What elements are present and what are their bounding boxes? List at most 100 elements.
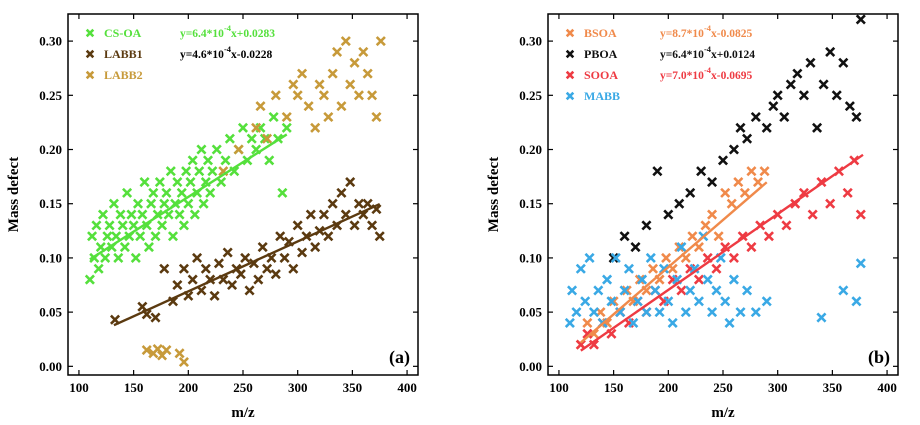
x-tick-label: 350 bbox=[343, 380, 363, 395]
point-labb1 bbox=[213, 258, 224, 269]
y-tick-label: 0.30 bbox=[519, 34, 542, 49]
point-labb2 bbox=[161, 345, 172, 356]
point-labb1 bbox=[257, 242, 268, 253]
point-bsoa bbox=[752, 176, 764, 188]
point-labb1 bbox=[266, 252, 277, 263]
point-mabb bbox=[593, 285, 604, 296]
point-cs-oa bbox=[108, 198, 119, 209]
point-labb1 bbox=[172, 279, 183, 291]
point-labb2 bbox=[262, 133, 273, 144]
legend-label: PBOA bbox=[584, 47, 618, 61]
point-labb2 bbox=[270, 90, 281, 101]
legend-marker bbox=[85, 28, 95, 38]
point-cs-oa bbox=[135, 231, 146, 242]
point-sooa bbox=[807, 209, 818, 220]
point-labb2 bbox=[310, 122, 321, 133]
point-sooa bbox=[763, 231, 774, 242]
point-pboa bbox=[728, 144, 739, 155]
point-pboa bbox=[717, 155, 729, 166]
y-tick-label: 0.00 bbox=[519, 359, 542, 374]
point-mabb bbox=[567, 285, 578, 296]
point-labb1 bbox=[196, 285, 207, 296]
point-labb1 bbox=[187, 274, 198, 285]
point-labb1 bbox=[244, 285, 255, 296]
point-cs-oa bbox=[176, 187, 187, 198]
point-sooa bbox=[711, 263, 722, 274]
point-mabb bbox=[602, 274, 613, 285]
point-pboa bbox=[812, 122, 823, 133]
point-labb2 bbox=[141, 345, 152, 356]
y-tick-label: 0.25 bbox=[39, 88, 62, 103]
point-cs-oa bbox=[84, 274, 95, 285]
point-labb2 bbox=[297, 68, 308, 79]
point-mabb bbox=[580, 296, 591, 307]
panel-a: 100 150 200 250 300 350 400 0.00 0.05 0.10 0.15 0.2… bbox=[6, 13, 419, 421]
legend-marker bbox=[85, 70, 95, 80]
point-mabb bbox=[720, 296, 731, 307]
point-labb2 bbox=[314, 79, 325, 90]
fit-line-cs-oa bbox=[89, 133, 288, 261]
legend: CS-OA y=6.4*10-4x+0.0283 LABB1 y=4.6*10-4x-… bbox=[85, 23, 275, 82]
fit-line-bsoa bbox=[580, 181, 768, 344]
point-labb1 bbox=[336, 187, 347, 198]
point-pboa bbox=[818, 79, 829, 90]
point-cs-oa bbox=[220, 155, 231, 166]
point-labb1 bbox=[178, 263, 189, 274]
y-tick-label: 0.00 bbox=[39, 359, 62, 374]
y-tick-label: 0.15 bbox=[519, 196, 542, 211]
point-cs-oa bbox=[102, 231, 113, 242]
point-mabb bbox=[654, 307, 665, 318]
point-cs-oa bbox=[281, 122, 292, 133]
point-mabb bbox=[663, 296, 674, 307]
point-bsoa bbox=[733, 176, 744, 188]
point-bsoa bbox=[582, 317, 593, 329]
point-mabb bbox=[637, 274, 648, 285]
point-labb2 bbox=[174, 348, 185, 359]
point-labb1 bbox=[235, 269, 246, 280]
point-cs-oa bbox=[264, 155, 275, 166]
point-cs-oa bbox=[207, 166, 218, 177]
point-labb2 bbox=[375, 36, 386, 47]
point-pboa bbox=[805, 57, 816, 68]
y-axis-title: Mass defect bbox=[6, 157, 22, 232]
point-labb2 bbox=[288, 79, 299, 90]
y-tick-label: 0.05 bbox=[39, 305, 62, 320]
x-tick-label: 250 bbox=[233, 380, 253, 395]
point-pboa bbox=[707, 176, 718, 188]
fit-line-labb1 bbox=[113, 202, 381, 327]
point-pboa bbox=[785, 79, 796, 90]
point-pboa bbox=[630, 242, 641, 253]
point-bsoa bbox=[726, 198, 737, 209]
point-bsoa bbox=[700, 220, 711, 231]
legend-marker bbox=[85, 49, 95, 59]
y-tick-label: 0.25 bbox=[519, 88, 542, 103]
legend-equation: y=8.7*10-4x-0.0825 bbox=[660, 23, 752, 40]
point-mabb bbox=[728, 274, 739, 285]
point-labb1 bbox=[109, 314, 121, 325]
point-mabb bbox=[680, 307, 691, 318]
point-sooa bbox=[842, 187, 853, 198]
point-cs-oa bbox=[161, 187, 172, 198]
point-pboa bbox=[735, 122, 746, 133]
point-labb1 bbox=[227, 279, 238, 291]
legend-equation: y=7.0*10-4x-0.0695 bbox=[660, 65, 752, 82]
point-labb2 bbox=[281, 111, 292, 123]
point-pboa bbox=[772, 90, 783, 101]
y-tick-label: 0.10 bbox=[39, 250, 62, 265]
point-cs-oa bbox=[183, 198, 194, 209]
point-bsoa bbox=[759, 166, 770, 177]
point-bsoa bbox=[634, 274, 645, 285]
point-labb1 bbox=[292, 220, 303, 231]
legend-equation: y=6.4*10-4x+0.0124 bbox=[660, 44, 755, 61]
point-labb2 bbox=[340, 36, 351, 47]
point-mabb bbox=[606, 296, 617, 307]
point-labb2 bbox=[345, 79, 356, 90]
x-tick-label: 150 bbox=[124, 380, 144, 395]
point-cs-oa bbox=[237, 122, 249, 133]
legend-label: BSOA bbox=[584, 26, 617, 40]
point-cs-oa bbox=[159, 198, 170, 209]
point-mabb bbox=[584, 252, 595, 263]
point-bsoa bbox=[674, 242, 685, 253]
point-cs-oa bbox=[137, 209, 148, 220]
